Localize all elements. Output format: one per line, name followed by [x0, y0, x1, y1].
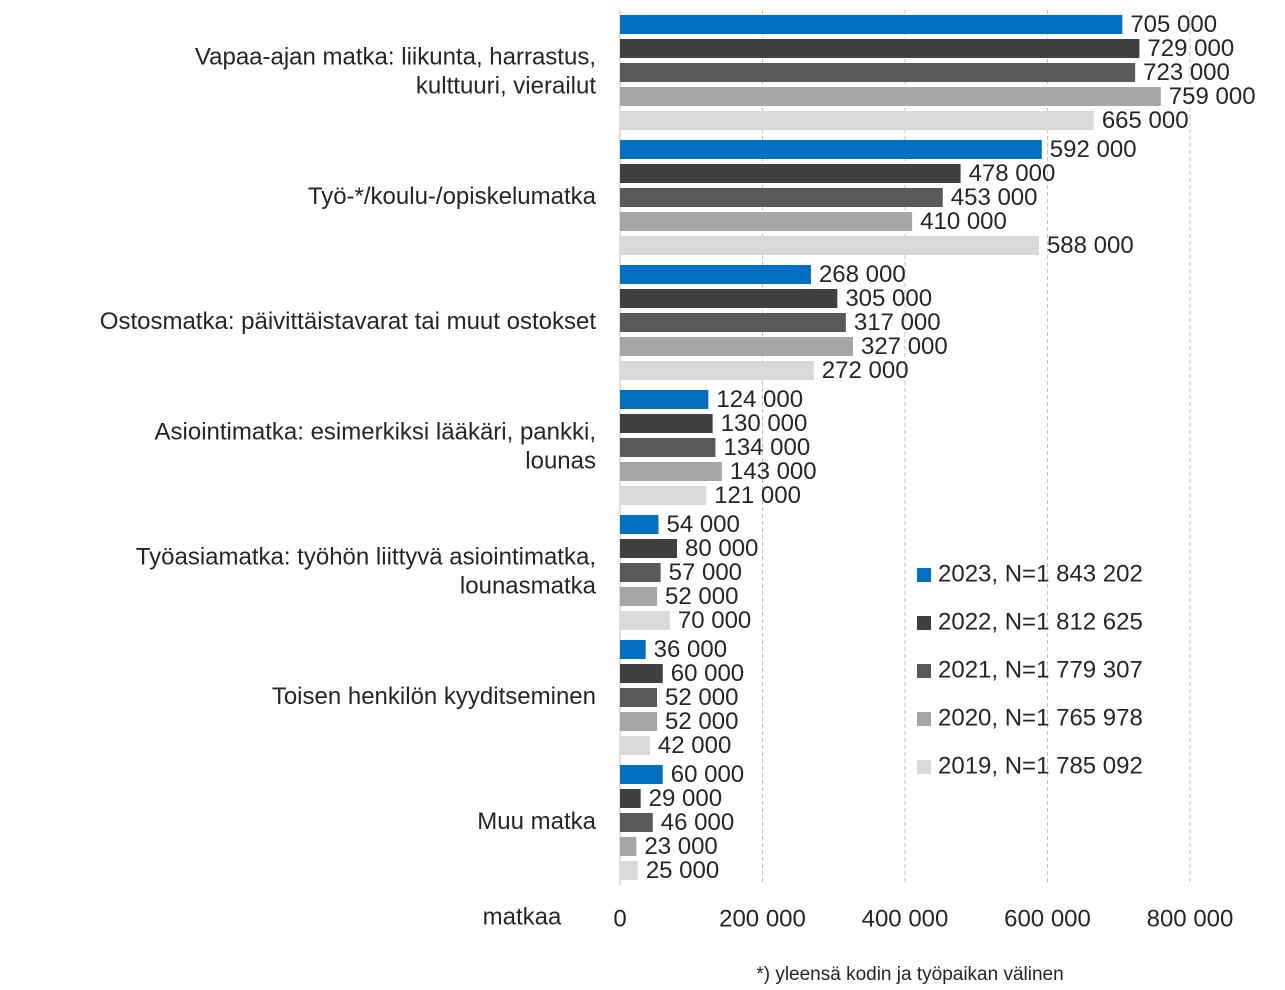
bar	[620, 390, 709, 409]
legend-label: 2023, N=1 843 202	[938, 560, 1143, 587]
bar	[620, 39, 1140, 58]
legend-label: 2020, N=1 765 978	[938, 704, 1143, 731]
data-label: 52 000	[665, 583, 738, 610]
category-label: Asiointimatka: esimerkiksi lääkäri, pank…	[155, 418, 596, 445]
legend-marker	[917, 760, 931, 774]
data-label: 36 000	[654, 636, 727, 663]
bar	[620, 837, 637, 856]
category-label: kulttuuri, vierailut	[416, 72, 596, 99]
bar	[620, 236, 1039, 255]
data-label: 134 000	[723, 434, 810, 461]
data-label: 60 000	[671, 660, 744, 687]
bar	[620, 188, 943, 207]
bar	[620, 688, 658, 707]
data-label: 124 000	[716, 386, 803, 413]
category-label: Vapaa-ajan matka: liikunta, harrastus,	[195, 43, 596, 70]
data-label: 143 000	[730, 458, 817, 485]
x-tick-label: 0	[613, 905, 626, 932]
bar	[620, 337, 853, 356]
data-label: 130 000	[721, 410, 808, 437]
data-label: 121 000	[714, 482, 801, 509]
data-label: 57 000	[669, 559, 742, 586]
category-label: Toisen henkilön kyyditseminen	[272, 683, 596, 710]
legend-marker	[917, 664, 931, 678]
category-label: lounas	[525, 447, 596, 474]
footnote: *) yleensä kodin ja työpaikan välinen	[756, 964, 1063, 985]
bar	[620, 765, 663, 784]
bar	[620, 438, 716, 457]
bar	[620, 212, 913, 231]
bar	[620, 164, 961, 183]
data-label: 29 000	[649, 785, 722, 812]
bar	[620, 587, 658, 606]
data-label: 42 000	[658, 732, 731, 759]
data-label: 46 000	[661, 809, 734, 836]
bar	[620, 63, 1136, 82]
bar	[620, 462, 722, 481]
data-label: 80 000	[685, 535, 758, 562]
bar	[620, 640, 646, 659]
bar	[620, 813, 653, 832]
category-label: Työasiamatka: työhön liittyvä asiointima…	[136, 543, 596, 570]
data-label: 453 000	[951, 184, 1038, 211]
data-label: 705 000	[1130, 11, 1217, 38]
bar	[620, 861, 638, 880]
data-label: 52 000	[665, 708, 738, 735]
data-label: 70 000	[678, 607, 751, 634]
bar	[620, 664, 663, 683]
bar	[620, 789, 641, 808]
data-label: 478 000	[969, 160, 1056, 187]
data-label: 305 000	[845, 285, 932, 312]
data-label: 272 000	[822, 357, 909, 384]
bar	[620, 486, 707, 505]
legend-marker	[917, 568, 931, 582]
data-label: 592 000	[1050, 136, 1137, 163]
x-axis-label: matkaa	[483, 903, 562, 930]
data-label: 268 000	[819, 261, 906, 288]
data-label: 52 000	[665, 684, 738, 711]
bar	[620, 712, 658, 731]
data-label: 588 000	[1047, 232, 1134, 259]
legend-label: 2019, N=1 785 092	[938, 752, 1143, 779]
bar	[620, 289, 838, 308]
data-label: 317 000	[854, 309, 941, 336]
category-label: lounasmatka	[460, 572, 597, 599]
data-label: 327 000	[861, 333, 948, 360]
data-label: 759 000	[1169, 83, 1256, 110]
bar	[620, 140, 1042, 159]
category-label: Muu matka	[477, 808, 596, 835]
data-label: 410 000	[920, 208, 1007, 235]
bar	[620, 611, 670, 630]
bar	[620, 414, 713, 433]
data-label: 25 000	[646, 857, 719, 884]
data-label: 723 000	[1143, 59, 1230, 86]
bar	[620, 313, 846, 332]
legend-label: 2022, N=1 812 625	[938, 608, 1143, 635]
x-tick-label: 800 000	[1147, 905, 1234, 932]
bar	[620, 539, 677, 558]
data-label: 60 000	[671, 761, 744, 788]
category-label: Ostosmatka: päivittäistavarat tai muut o…	[100, 308, 597, 335]
category-label: Työ-*/koulu-/opiskelumatka	[308, 183, 597, 210]
bar	[620, 87, 1161, 106]
x-tick-label: 200 000	[719, 905, 806, 932]
bar	[620, 736, 650, 755]
bar	[620, 563, 661, 582]
data-label: 665 000	[1102, 107, 1189, 134]
x-tick-label: 400 000	[862, 905, 949, 932]
legend-marker	[917, 616, 931, 630]
legend-label: 2021, N=1 779 307	[938, 656, 1143, 683]
data-label: 54 000	[666, 511, 739, 538]
legend-marker	[917, 712, 931, 726]
bar	[620, 515, 659, 534]
x-tick-label: 600 000	[1004, 905, 1091, 932]
bar	[620, 265, 811, 284]
data-label: 23 000	[644, 833, 717, 860]
bar	[620, 361, 814, 380]
bar	[620, 15, 1123, 34]
bar	[620, 111, 1094, 130]
data-label: 729 000	[1147, 35, 1234, 62]
